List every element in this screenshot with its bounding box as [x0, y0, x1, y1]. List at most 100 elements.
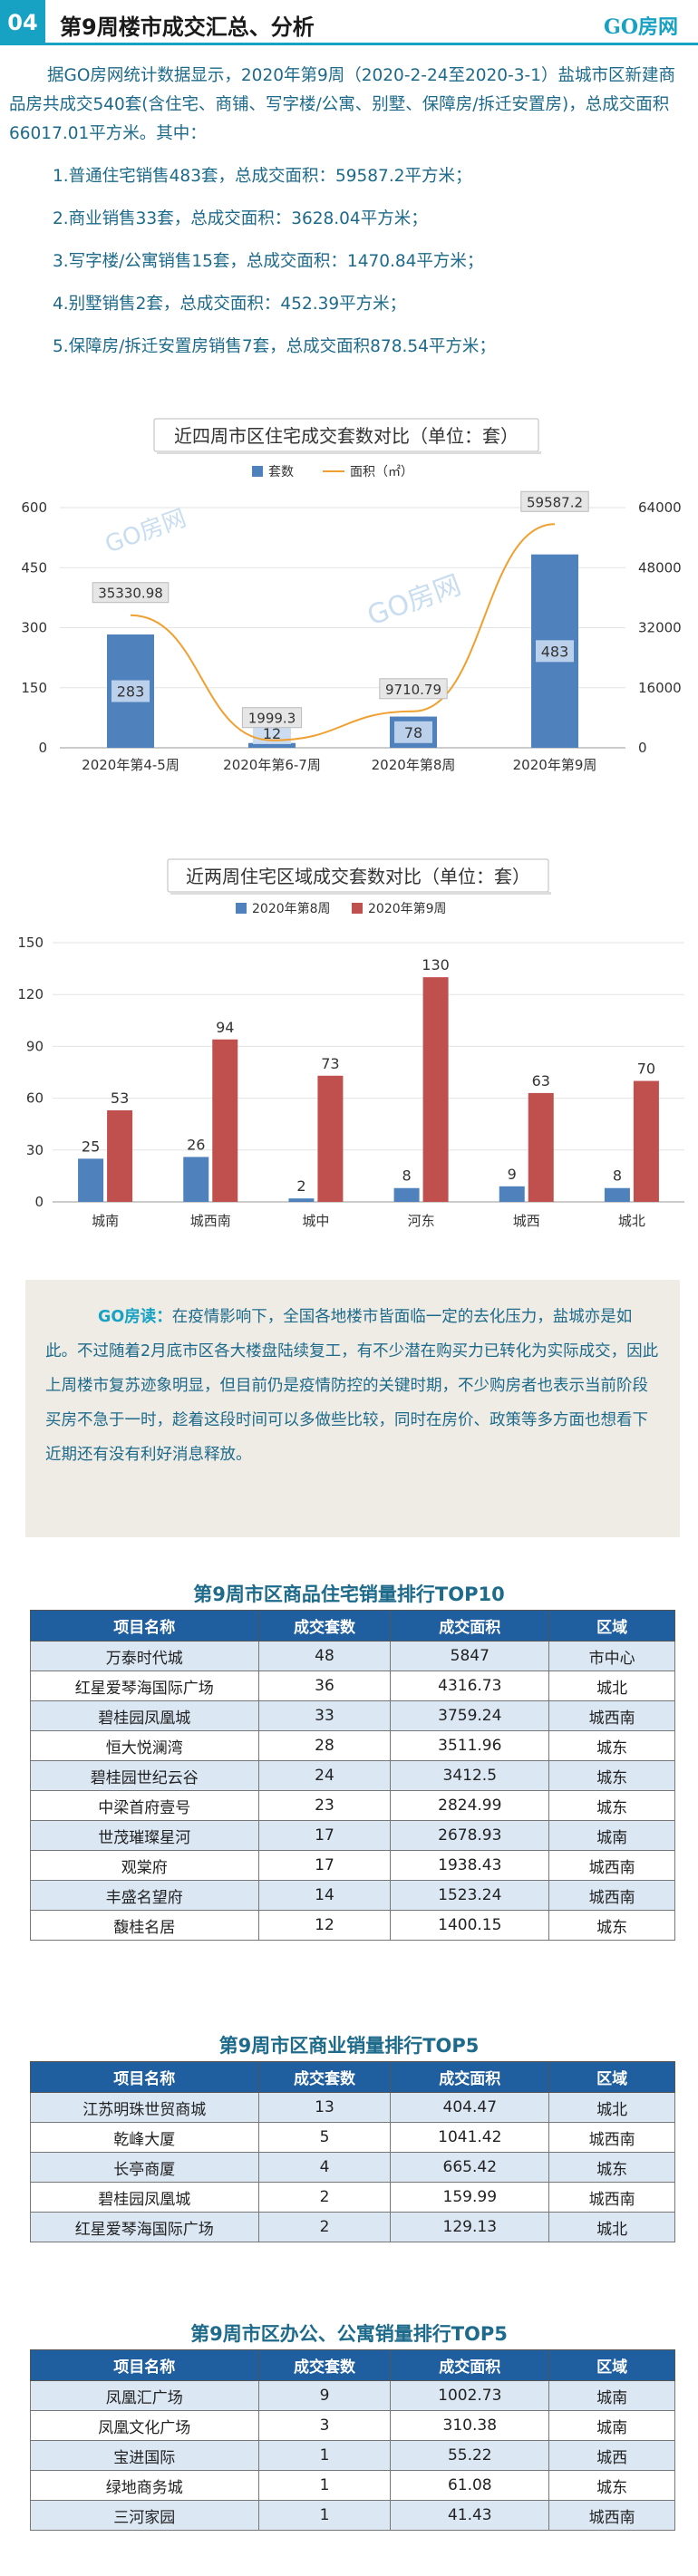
chart-title: 近两周住宅区域成交套数对比（单位：套）	[186, 866, 530, 887]
table-cell: 55.22	[390, 2440, 550, 2471]
table-header-row: 项目名称 成交套数 成交面积 区域	[30, 2061, 675, 2093]
table-cell: 城南	[548, 2410, 675, 2441]
table-cell: 129.13	[390, 2212, 550, 2242]
intro-item: 3.写字楼/公寓销售15套，总成交面积：1470.84平方米；	[53, 252, 484, 271]
table-row: 丰盛名望府 14 1523.24 城西南	[30, 1880, 675, 1911]
table-cell: 碧桂园凤凰城	[30, 2182, 259, 2213]
intro-item: 5.保障房/拆迁安置房销售7套，总成交面积878.54平方米；	[53, 337, 496, 356]
table-cell: 404.47	[390, 2092, 550, 2123]
table-cell: 310.38	[390, 2410, 550, 2441]
table-cell: 9	[257, 2380, 392, 2411]
bar-value-label: 78	[404, 724, 422, 741]
table-cell: 1938.43	[390, 1850, 550, 1881]
column-header: 项目名称	[30, 2061, 259, 2093]
table-section-office: 第9周市区办公、公寓销量排行TOP5 项目名称 成交套数 成交面积 区域 凤凰汇广场 9 1…	[0, 2319, 698, 2531]
y-tick-label: 450	[21, 559, 47, 576]
y-tick-label: 30	[26, 1142, 44, 1158]
y-tick-label: 150	[17, 935, 44, 951]
table-cell: 宝进国际	[30, 2440, 259, 2471]
x-tick-label: 2020年第8周	[372, 757, 456, 773]
chart-title: 近四周市区住宅成交套数对比（单位：套）	[174, 425, 519, 447]
column-header: 区域	[548, 2061, 675, 2093]
table-cell: 三河家园	[30, 2500, 259, 2531]
table-row: 红星爱琴海国际广场 2 129.13 城北	[30, 2212, 675, 2242]
bar-value-label: 2	[296, 1177, 305, 1195]
table-cell: 17	[257, 1820, 392, 1851]
line-value-label: 59587.2	[527, 494, 583, 510]
line-label-box	[379, 678, 448, 700]
table-cell: 碧桂园凤凰城	[30, 1700, 259, 1731]
line-value-label: 35330.98	[98, 586, 163, 602]
bar-value-label: 9	[508, 1166, 517, 1183]
intro-lead: 据GO房网统计数据显示，2020年第9周（2020-2-24至2020-3-1）…	[9, 66, 675, 143]
ranking-table-residential: 项目名称 成交套数 成交面积 区域 万泰时代城 48 5847 市中心 红星爱琴海国际广场 36 4…	[30, 1610, 675, 1941]
table-cell: 世茂璀璨星河	[30, 1820, 259, 1851]
table-cell: 丰盛名望府	[30, 1880, 259, 1911]
legend-swatch-week9	[352, 903, 363, 914]
bar	[107, 1109, 133, 1202]
watermark: GO房网	[102, 505, 189, 559]
table-cell: 5847	[390, 1641, 550, 1671]
y-tick-label: 0	[34, 1194, 44, 1210]
bar	[604, 1187, 630, 1202]
header-rule	[45, 43, 698, 45]
table-cell: 2678.93	[390, 1820, 550, 1851]
column-header: 成交套数	[257, 2061, 392, 2093]
table-cell: 城西	[548, 2440, 675, 2471]
table-cell: 市中心	[548, 1641, 675, 1671]
legend-label-bars: 套数	[268, 465, 294, 479]
intro-summary: 据GO房网统计数据显示，2020年第9周（2020-2-24至2020-3-1）…	[9, 62, 691, 362]
table-cell: 城北	[548, 2092, 675, 2123]
x-tick-label: 城西	[513, 1213, 540, 1229]
table-cell: 城东	[548, 1910, 675, 1941]
bar-value-label: 53	[111, 1089, 129, 1107]
table-cell: 1002.73	[390, 2380, 550, 2411]
bar-label-box	[536, 640, 574, 663]
table-cell: 红星爱琴海国际广场	[30, 1671, 259, 1701]
table-row: 凤凰汇广场 9 1002.73 城南	[30, 2380, 675, 2411]
bar-value-label: 73	[321, 1055, 339, 1072]
watermark: GO房网	[364, 569, 465, 632]
x-tick-label: 河东	[408, 1213, 435, 1229]
bar	[393, 1187, 420, 1202]
line-label-box	[241, 707, 303, 729]
table-cell: 碧桂园世纪云谷	[30, 1760, 259, 1791]
table-cell: 凤凰汇广场	[30, 2380, 259, 2411]
table-cell: 665.42	[390, 2152, 550, 2183]
bar-value-label: 94	[216, 1019, 234, 1036]
line-label-box	[520, 490, 589, 512]
x-tick-label: 城北	[618, 1213, 645, 1229]
reading-label: GO房读：	[98, 1308, 172, 1326]
table-cell: 城北	[548, 1671, 675, 1701]
table-cell: 3412.5	[390, 1760, 550, 1791]
table-cell: 恒大悦澜湾	[30, 1730, 259, 1761]
legend-label-week9: 2020年第9周	[368, 901, 447, 916]
x-tick-label: 2020年第4-5周	[82, 757, 179, 773]
bar	[528, 1092, 554, 1202]
x-tick-label: 城西南	[190, 1213, 231, 1229]
table-cell: 61.08	[390, 2470, 550, 2501]
y-tick-label: 0	[38, 740, 47, 756]
column-header: 项目名称	[30, 2349, 259, 2381]
chart-title-shadow	[157, 451, 541, 454]
bar-label-box	[394, 721, 432, 743]
column-header: 项目名称	[30, 1610, 259, 1641]
table-row: 绿地商务城 1 61.08 城东	[30, 2470, 675, 2501]
reading-text: 在疫情影响下，全国各地楼市皆面临一定的去化压力，盐城亦是如此。不过随着2月底市区…	[45, 1308, 659, 1464]
table-cell: 3511.96	[390, 1730, 550, 1761]
y-tick-label: 60	[26, 1090, 44, 1107]
legend-label-line: 面积（㎡）	[350, 465, 413, 479]
table-cell: 乾峰大厦	[30, 2122, 259, 2153]
line-label-box	[92, 582, 170, 604]
x-tick-label: 城中	[302, 1213, 329, 1229]
table-cell: 13	[257, 2092, 392, 2123]
y2-tick-label: 0	[638, 740, 647, 756]
intro-item: 2.商业销售33套，总成交面积：3628.04平方米；	[53, 209, 428, 228]
table-cell: 5	[257, 2122, 392, 2153]
table-header-row: 项目名称 成交套数 成交面积 区域	[30, 1610, 675, 1641]
y2-tick-label: 16000	[638, 680, 682, 696]
column-header: 成交套数	[257, 1610, 392, 1641]
table-row: 三河家园 1 41.43 城西南	[30, 2500, 675, 2531]
y-tick-label: 90	[26, 1038, 44, 1054]
table-cell: 2	[257, 2182, 392, 2213]
